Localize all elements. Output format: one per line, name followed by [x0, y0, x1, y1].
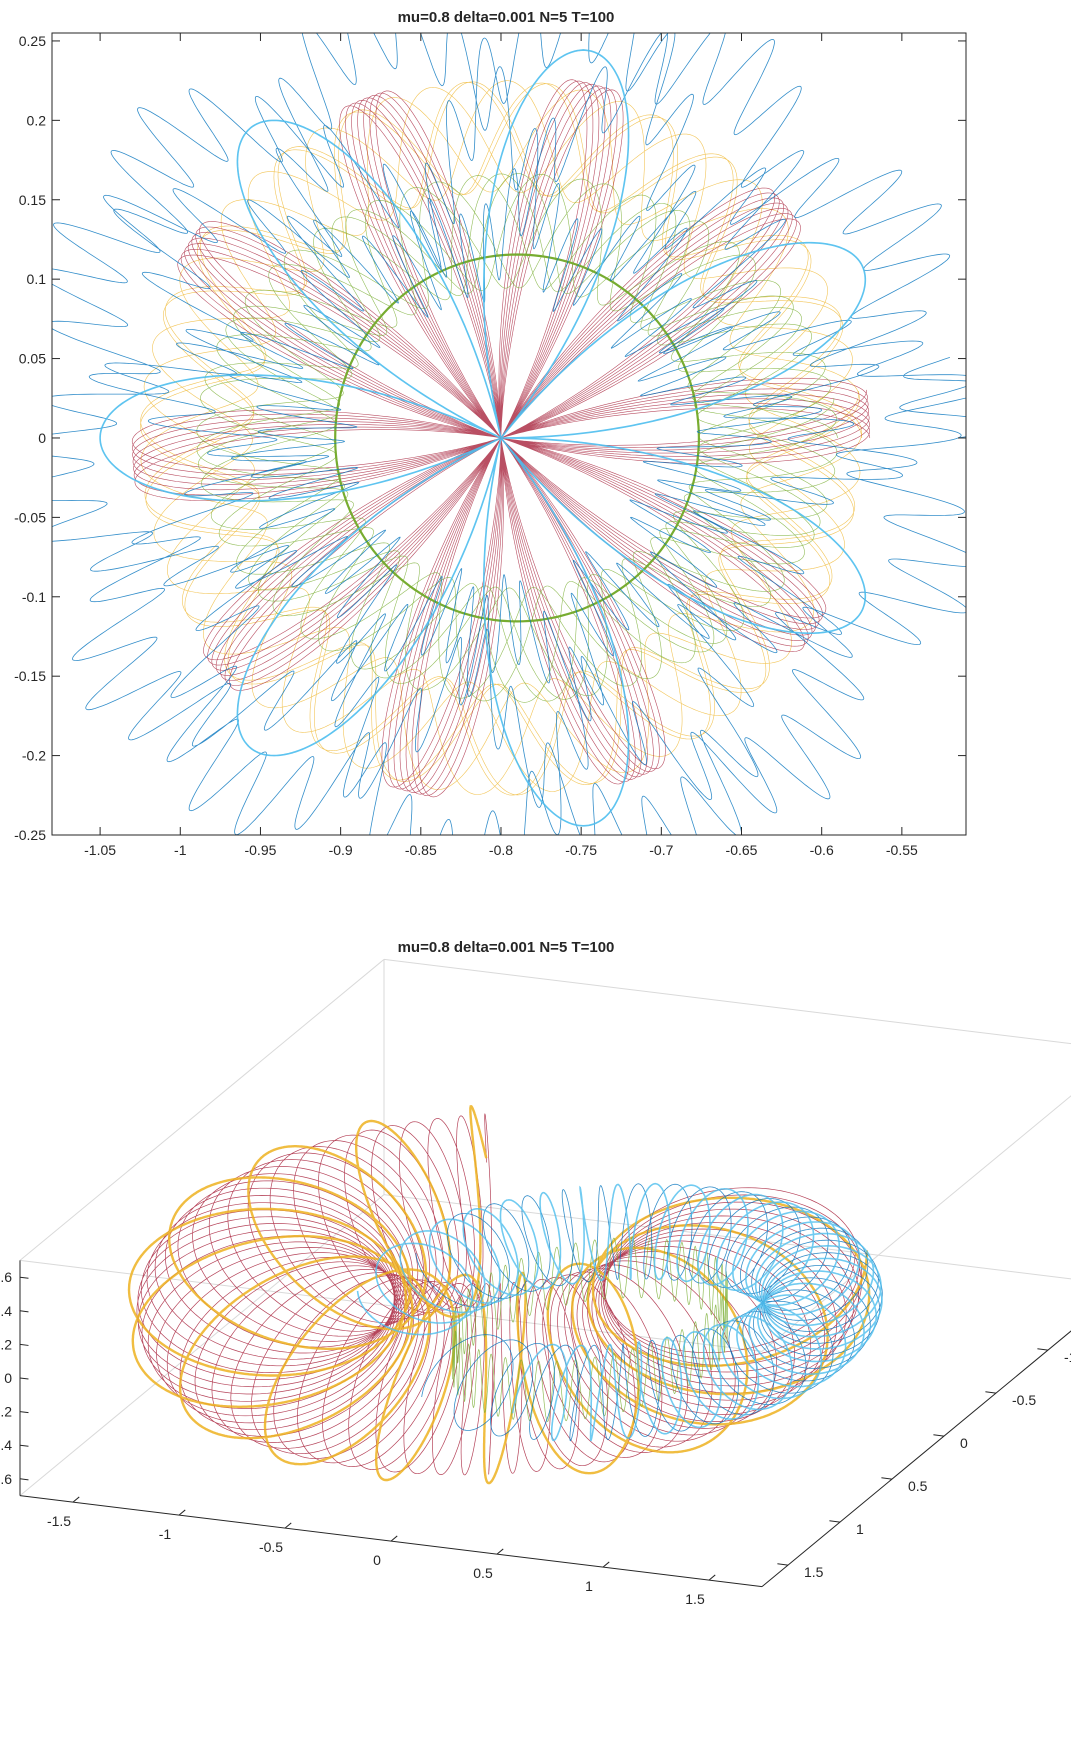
series-3-line: [415, 1183, 883, 1442]
series-4-star: [99, 49, 867, 827]
z-tick-label: 0.2: [0, 1336, 12, 1352]
x-tick-label: -1: [174, 842, 187, 858]
x-tick-mark: [72, 1496, 80, 1503]
x-tick-label: -1.05: [84, 842, 116, 858]
x-tick-mark: [284, 1522, 292, 1529]
x-tick-mark: [178, 1509, 186, 1516]
chart-3d-plot-area: [127, 1105, 883, 1485]
series-1-line: [131, 79, 871, 798]
x-tick-label: -0.8: [489, 842, 513, 858]
y-tick-mark: [1037, 1348, 1049, 1351]
y-tick-label: 0.2: [27, 112, 47, 128]
series-0-line: [140, 80, 863, 796]
y-tick-label: -0.5: [1012, 1392, 1036, 1408]
z-tick-label: 0.4: [0, 1303, 12, 1319]
series-2-line: [452, 1236, 728, 1422]
chart-2d-panel: mu=0.8 delta=0.001 N=5 T=100 -1.05 -1 -0.9…: [14, 9, 967, 858]
chart-2d-axes: -1.05 -1 -0.95 -0.9 -0.85 -0.8 -0.75 -0.7 -0.65 -…: [14, 32, 967, 858]
x-tick-mark: [708, 1574, 716, 1581]
x-tick-label: -0.75: [565, 842, 597, 858]
series-1-annulus: [131, 79, 871, 798]
x-tick-label: -0.5: [259, 1539, 283, 1555]
z-tick-label: 0: [4, 1370, 12, 1386]
x-tick-label: -0.6: [810, 842, 834, 858]
x-tick-mark: [390, 1535, 398, 1542]
y-tick-label: 0.25: [19, 33, 46, 49]
z-tick-mark: [19, 1310, 29, 1313]
y-tick-mark: [985, 1391, 997, 1394]
chart-3d-axes: -1.5-1-0.500.511.5-1.5-1-0.500.511.50.60…: [0, 1260, 1071, 1607]
y-tick-label: 1.5: [804, 1564, 824, 1580]
chart-3d: mu=0.8 delta=0.001 N=5 T=100 -1.5 -1 -0.5 0…: [0, 939, 1071, 1607]
x-tick-label: -0.7: [649, 842, 673, 858]
z-tick-mark: [19, 1276, 29, 1279]
z-tick-mark: [19, 1444, 29, 1447]
series-0-annulus: [140, 80, 863, 796]
series-3-loops: [415, 1183, 883, 1442]
z-tick-label: -0.2: [0, 1404, 12, 1420]
series-4-line: [99, 49, 867, 827]
y-tick-label: 0.1: [27, 271, 47, 287]
series-2-line: [196, 173, 838, 703]
y-tick-mark: [933, 1434, 945, 1437]
z-tick-mark: [19, 1478, 29, 1481]
z-tick-label: -0.6: [0, 1471, 12, 1487]
x-tick-mark: [602, 1561, 610, 1568]
y-tick-label: -1: [1064, 1349, 1071, 1365]
z-tick-mark: [19, 1343, 29, 1346]
chart-2d: mu=0.8 delta=0.001 N=5 T=100 -1.05 -1 -0.9…: [14, 9, 967, 858]
series-1-torus-bands: [127, 1105, 871, 1485]
box-edge: [19, 1194, 385, 1496]
y-tick-mark: [881, 1477, 893, 1480]
y-tick-label: -0.1: [22, 589, 46, 605]
chart-3d-panel: mu=0.8 delta=0.001 N=5 T=100 -1.5 -1 -0.5 0…: [0, 930, 1071, 1738]
z-tick-mark: [19, 1411, 29, 1414]
chart-2d-title: mu=0.8 delta=0.001 N=5 T=100: [398, 9, 615, 26]
box-edge: [19, 959, 385, 1261]
x-tick-mark: [496, 1548, 504, 1555]
y-tick-label: 0.15: [19, 192, 46, 208]
y-tick-label: -0.15: [14, 668, 46, 684]
y-tick-mark: [777, 1563, 789, 1566]
x-tick-label: -0.85: [405, 842, 437, 858]
x-tick-label: 1: [585, 1578, 593, 1594]
series-4-line: [356, 1182, 883, 1442]
box-edge: [383, 958, 1071, 1045]
x-tick-label: -0.65: [726, 842, 758, 858]
y-tick-label: -0.2: [22, 748, 46, 764]
x-tick-label: -0.95: [244, 842, 276, 858]
x-tick-label: -0.9: [329, 842, 353, 858]
series-4-loops: [356, 1182, 883, 1442]
chart-2d-plot-area: [52, 33, 966, 835]
y-tick-label: -0.05: [14, 509, 46, 525]
z-tick-label: -0.4: [0, 1437, 12, 1453]
series-2-offset-ring: [196, 173, 838, 703]
x-tick-label: -0.55: [886, 842, 918, 858]
series-3-line: [52, 33, 966, 835]
x-tick-label: 0.5: [473, 1565, 493, 1581]
x-tick-label: -1.5: [47, 1513, 71, 1529]
axes-box: [51, 32, 967, 836]
y-axis-line: [761, 1330, 1071, 1587]
y-tick-label: 0.5: [908, 1478, 928, 1494]
y-tick-label: 0: [960, 1435, 968, 1451]
y-tick-label: -0.25: [14, 827, 46, 843]
series-2-band-ring: [452, 1236, 728, 1422]
x-tick-label: 0: [373, 1552, 381, 1568]
x-tick-label: -1: [159, 1526, 172, 1542]
box-edge: [761, 1095, 1071, 1352]
series-1-line: [127, 1105, 871, 1485]
x-tick-label: 1.5: [685, 1591, 705, 1607]
series-2-inner-ring: [334, 253, 700, 623]
z-tick-label: 0.6: [0, 1269, 12, 1285]
y-tick-mark: [829, 1520, 841, 1523]
y-tick-label: 0.05: [19, 351, 46, 367]
y-tick-label: 1: [856, 1521, 864, 1537]
series-3-loops: [52, 33, 966, 835]
y-tick-label: 0: [38, 430, 46, 446]
chart-3d-title: mu=0.8 delta=0.001 N=5 T=100: [398, 939, 615, 956]
z-tick-mark: [19, 1377, 29, 1380]
